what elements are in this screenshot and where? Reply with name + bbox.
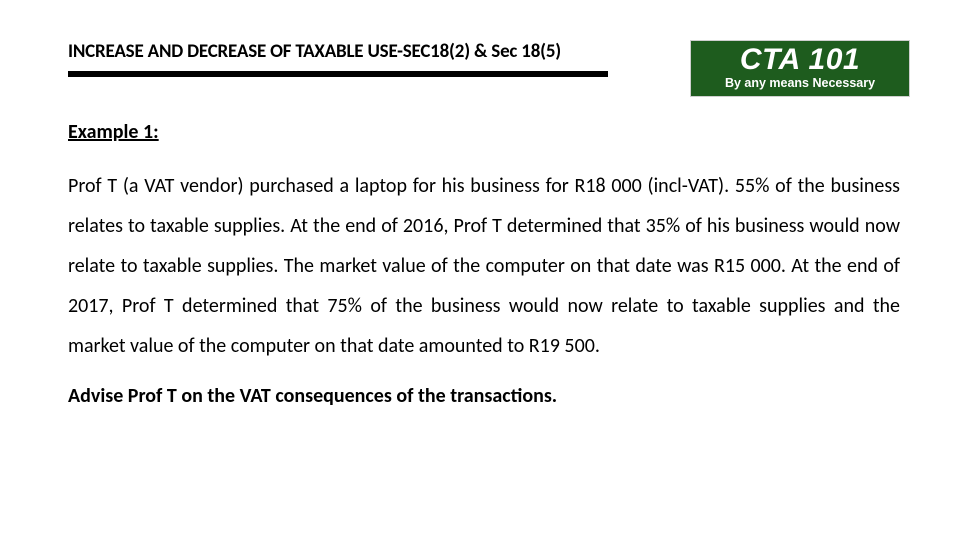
title-underline — [68, 71, 608, 77]
advise-text: Advise Prof T on the VAT consequences of… — [68, 384, 900, 408]
header-row: INCREASE AND DECREASE OF TAXABLE USE-SEC… — [68, 40, 910, 97]
slide-title: INCREASE AND DECREASE OF TAXABLE USE-SEC… — [68, 40, 608, 71]
logo-badge: CTA 101 By any means Necessary — [690, 40, 910, 97]
title-block: INCREASE AND DECREASE OF TAXABLE USE-SEC… — [68, 40, 608, 77]
body-block: Example 1: Prof T (a VAT vendor) purchas… — [68, 120, 900, 408]
example-body: Prof T (a VAT vendor) purchased a laptop… — [68, 166, 900, 366]
logo-sub-text: By any means Necessary — [705, 77, 895, 90]
logo-main-text: CTA 101 — [705, 45, 895, 75]
example-label: Example 1: — [68, 120, 900, 144]
